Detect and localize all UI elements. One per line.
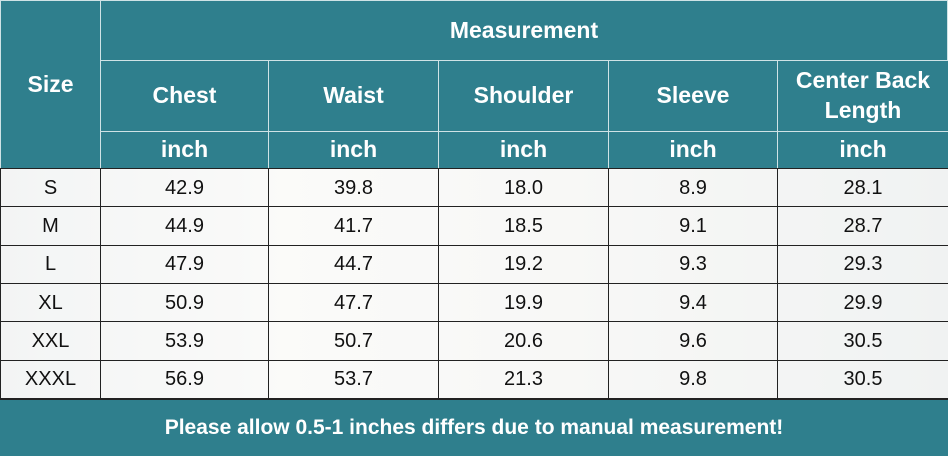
size-cell: XL	[0, 283, 101, 323]
value-cell: 50.9	[100, 283, 269, 323]
value-cell: 47.9	[100, 244, 269, 284]
value-cell: 9.4	[608, 283, 778, 323]
value-cell: 39.8	[268, 168, 439, 208]
value-cell: 21.3	[438, 359, 609, 399]
value-cell: 28.1	[777, 168, 948, 208]
size-header: Size	[0, 0, 101, 169]
value-cell: 42.9	[100, 168, 269, 208]
size-cell: XXL	[0, 321, 101, 361]
unit-header: inch	[268, 131, 439, 169]
column-header: Waist	[268, 60, 439, 132]
value-cell: 19.2	[438, 244, 609, 284]
size-cell: M	[0, 206, 101, 246]
value-cell: 18.5	[438, 206, 609, 246]
unit-header: inch	[608, 131, 778, 169]
group-header: Measurement	[100, 0, 948, 61]
column-header: Center Back Length	[777, 60, 948, 132]
value-cell: 29.3	[777, 244, 948, 284]
value-cell: 53.7	[268, 359, 439, 399]
value-cell: 8.9	[608, 168, 778, 208]
value-cell: 9.6	[608, 321, 778, 361]
size-cell: XXXL	[0, 359, 101, 399]
column-header: Chest	[100, 60, 269, 132]
column-header: Shoulder	[438, 60, 609, 132]
unit-header: inch	[100, 131, 269, 169]
value-cell: 30.5	[777, 359, 948, 399]
value-cell: 44.9	[100, 206, 269, 246]
unit-header: inch	[777, 131, 948, 169]
value-cell: 53.9	[100, 321, 269, 361]
value-cell: 56.9	[100, 359, 269, 399]
value-cell: 50.7	[268, 321, 439, 361]
footer-note: Please allow 0.5-1 inches differs due to…	[0, 398, 948, 456]
value-cell: 41.7	[268, 206, 439, 246]
value-cell: 28.7	[777, 206, 948, 246]
value-cell: 9.1	[608, 206, 778, 246]
column-header: Sleeve	[608, 60, 778, 132]
value-cell: 44.7	[268, 244, 439, 284]
value-cell: 19.9	[438, 283, 609, 323]
value-cell: 18.0	[438, 168, 609, 208]
value-cell: 29.9	[777, 283, 948, 323]
size-cell: S	[0, 168, 101, 208]
value-cell: 20.6	[438, 321, 609, 361]
value-cell: 9.3	[608, 244, 778, 284]
unit-header: inch	[438, 131, 609, 169]
value-cell: 47.7	[268, 283, 439, 323]
value-cell: 30.5	[777, 321, 948, 361]
value-cell: 9.8	[608, 359, 778, 399]
size-cell: L	[0, 244, 101, 284]
